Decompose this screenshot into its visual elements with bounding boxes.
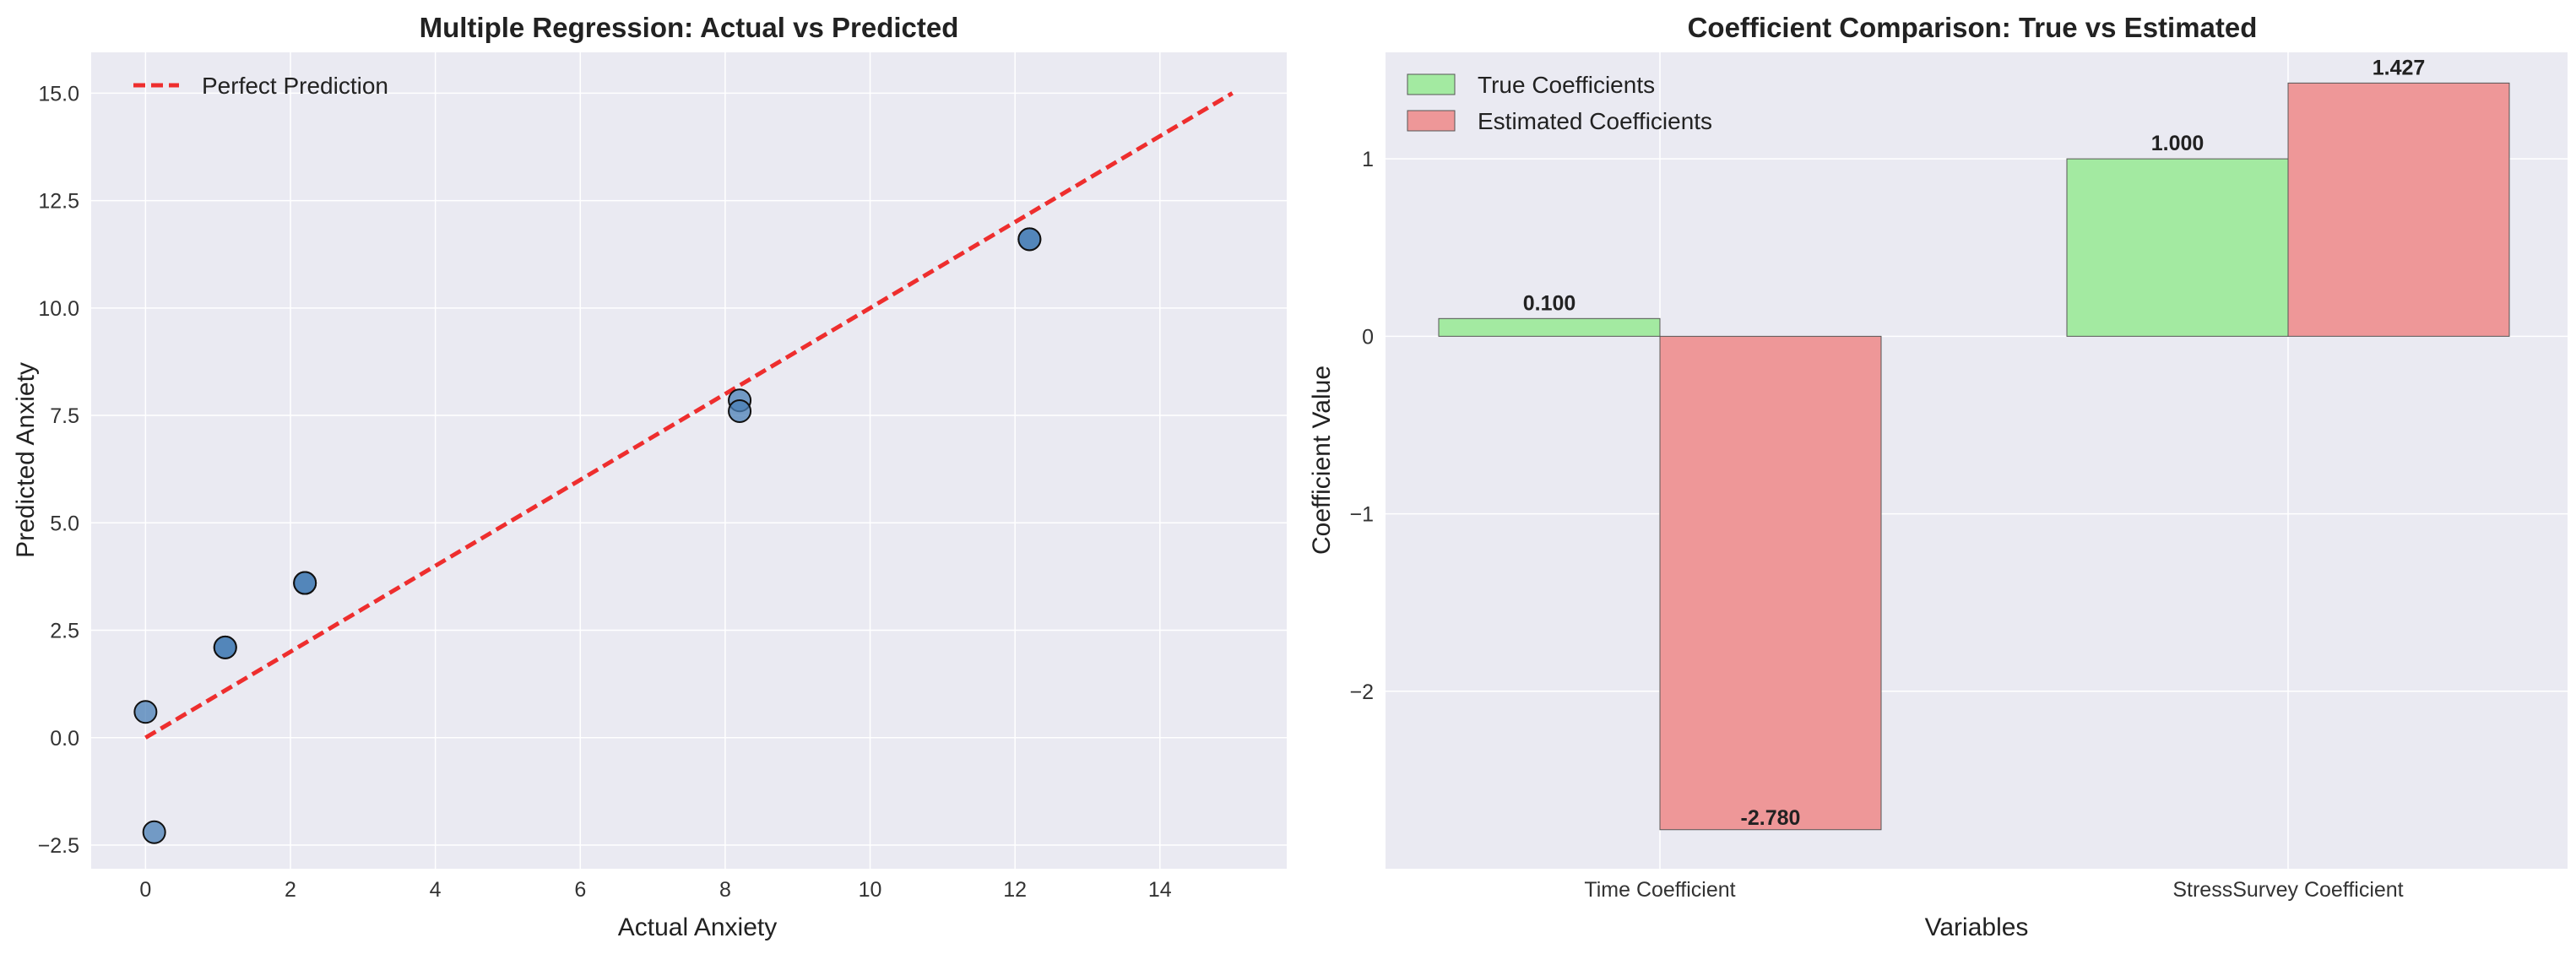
bar-title: Coefficient Comparison: True vs Estimate… — [1688, 12, 2258, 43]
scatter-y-tick-label: 12.5 — [38, 190, 79, 214]
bar-x-axis-label: Variables — [1925, 913, 2029, 941]
bar-y-axis-label: Coefficient Value — [1308, 366, 1336, 555]
bar-true-stresssurvey — [2066, 158, 2289, 337]
bar-category-label: StressSurvey Coefficient — [2172, 878, 2403, 902]
scatter-panel: 0 2 4 6 8 10 12 14−2.50.02.55.07.510.012.515.0 … — [12, 12, 1287, 941]
legend-swatch-estimated-coefficients — [1407, 110, 1456, 132]
scatter-legend: Perfect Prediction — [133, 73, 388, 99]
legend-label-estimated-coefficients: Estimated Coefficients — [1478, 108, 1712, 134]
scatter-point — [1017, 227, 1042, 252]
perfect-prediction-line-layer — [144, 91, 1234, 740]
scatter-point — [293, 571, 317, 595]
bar-legend: True Coefficients Estimated Coefficients — [1407, 72, 1712, 134]
bar-value-labels: 0.100 1.000 -2.780 1.427 — [1523, 56, 2426, 829]
scatter-y-tick-label: −2.5 — [38, 834, 79, 858]
legend-label-perfect-prediction: Perfect Prediction — [202, 73, 388, 99]
scatter-gridlines — [91, 52, 1287, 869]
bar-y-tick-label: 1 — [1362, 148, 1374, 171]
scatter-point — [728, 398, 752, 423]
bar-y-tick-label: 0 — [1362, 325, 1374, 349]
scatter-x-tick-label: 4 — [430, 878, 442, 902]
bar-value-label: -2.780 — [1741, 806, 1801, 830]
bar-tick-labels: −2 −1 0 1 Time Coefficient StressSurvey Coeff… — [1349, 148, 2403, 902]
bar-estimated-stresssurvey — [2287, 82, 2510, 337]
scatter-y-tick-label: 5.0 — [50, 512, 79, 535]
scatter-x-tick-label: 2 — [285, 878, 296, 902]
legend-swatch-true-coefficients — [1407, 73, 1456, 95]
scatter-x-tick-label: 6 — [574, 878, 586, 902]
scatter-x-tick-label: 0 — [139, 878, 151, 902]
legend-label-true-coefficients: True Coefficients — [1478, 72, 1655, 98]
scatter-point — [142, 820, 166, 844]
bar-y-tick-label: −1 — [1349, 503, 1374, 527]
scatter-y-axis-label: Predicted Anxiety — [12, 362, 40, 558]
bar-panel: −2 −1 0 1 Time Coefficient StressSurvey Coeff… — [1308, 12, 2568, 941]
bar-y-tick-label: −2 — [1349, 680, 1374, 704]
bar-value-label: 1.427 — [2373, 56, 2426, 79]
scatter-point — [133, 700, 158, 724]
bar-true-time — [1438, 317, 1661, 337]
bar-estimated-time — [1659, 335, 1882, 831]
scatter-y-tick-label: 7.5 — [50, 404, 79, 428]
scatter-point — [213, 635, 237, 659]
scatter-y-tick-label: 10.0 — [38, 297, 79, 321]
scatter-y-tick-label: 0.0 — [50, 727, 79, 751]
scatter-y-tick-label: 2.5 — [50, 620, 79, 643]
scatter-x-tick-label: 12 — [1003, 878, 1027, 902]
scatter-plot-area — [91, 52, 1287, 869]
bar-value-label: 0.100 — [1523, 291, 1576, 315]
bar-bars — [1438, 82, 2510, 831]
scatter-x-tick-label: 10 — [859, 878, 882, 902]
scatter-x-tick-label: 14 — [1148, 878, 1172, 902]
scatter-tick-labels: 0 2 4 6 8 10 12 14 −2.5 0.0 2.5 5.0 7.5 10.0 12.5 15.0 — [38, 82, 1172, 902]
scatter-x-axis-label: Actual Anxiety — [618, 913, 777, 941]
scatter-y-tick-label: 15.0 — [38, 82, 79, 106]
bar-category-label: Time Coefficient — [1584, 878, 1735, 902]
scatter-points — [133, 227, 1042, 844]
perfect-prediction-line — [144, 91, 1234, 740]
bar-value-label: 1.000 — [2151, 132, 2205, 155]
scatter-x-tick-label: 8 — [719, 878, 731, 902]
scatter-title: Multiple Regression: Actual vs Predicted — [420, 12, 959, 43]
